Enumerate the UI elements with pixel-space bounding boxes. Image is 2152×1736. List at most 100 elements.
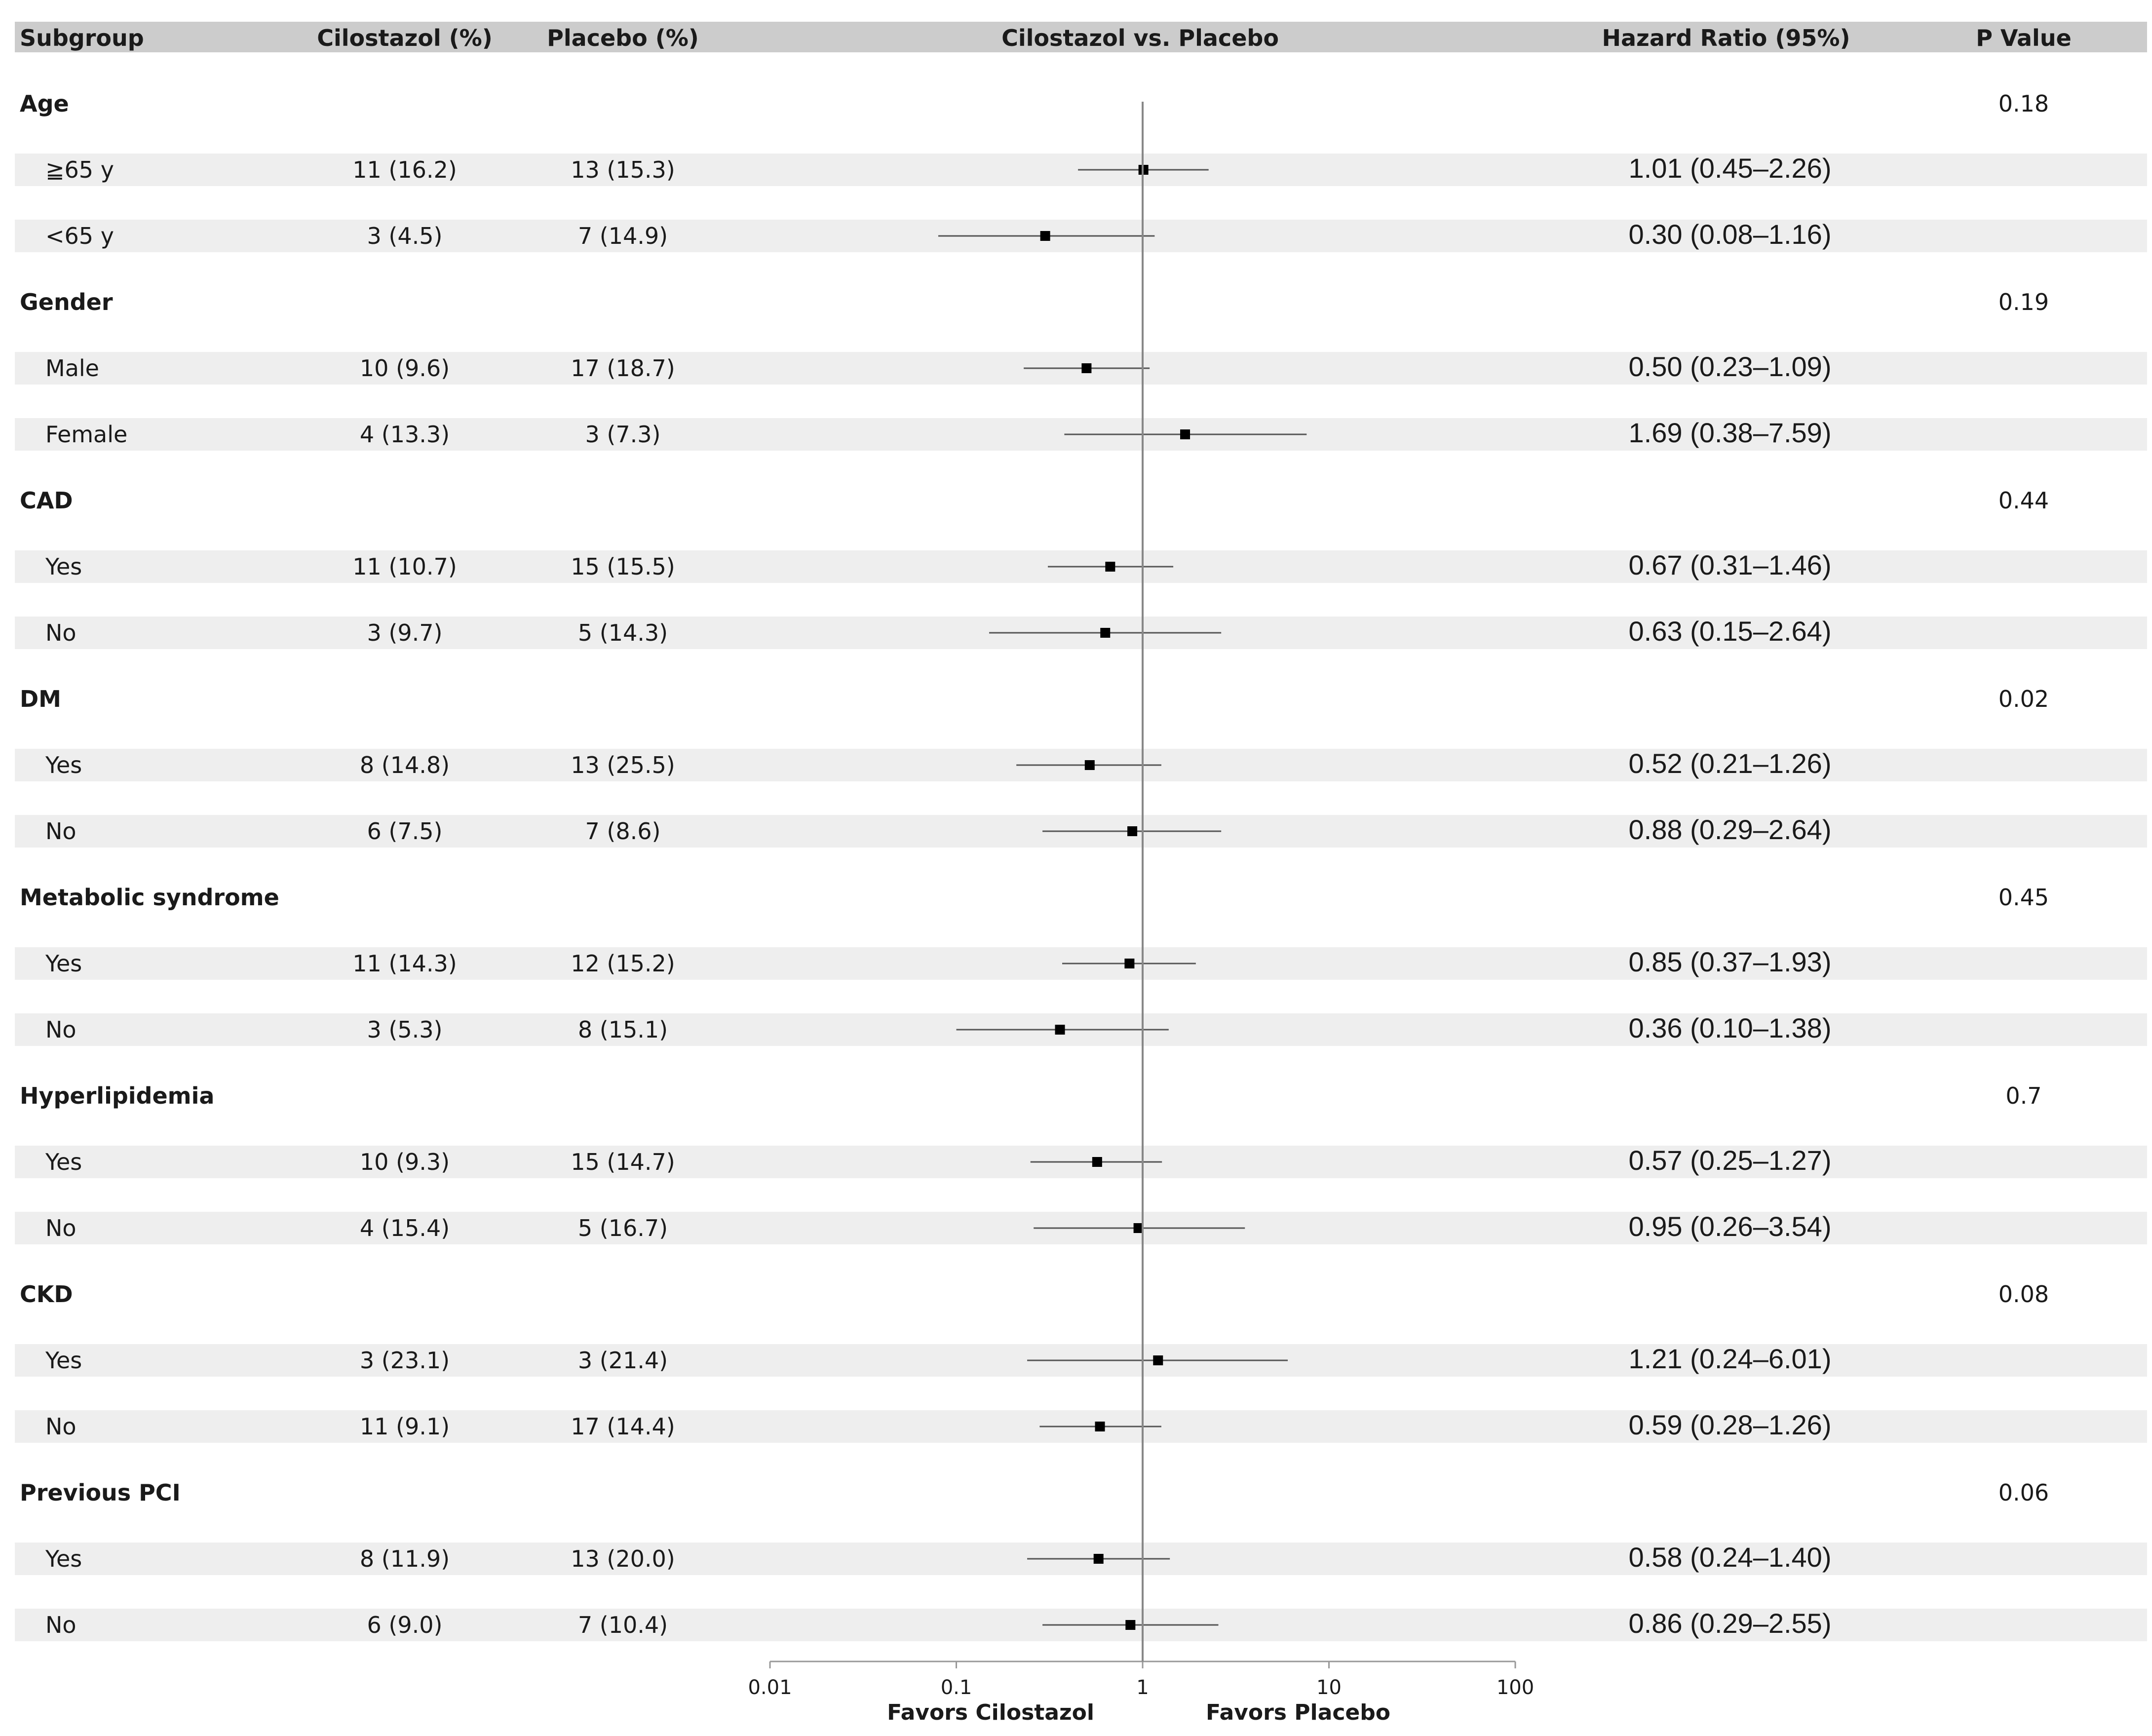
hr-marker [1055, 1025, 1065, 1035]
cilostazol-value: 3 (5.3) [367, 1016, 443, 1043]
row-label: No [45, 1413, 77, 1440]
hr-marker [1133, 1223, 1144, 1233]
placebo-value: 13 (15.3) [571, 156, 675, 183]
cilostazol-value: 4 (13.3) [360, 421, 450, 448]
row-label: No [45, 1215, 77, 1241]
hr-marker [1092, 1157, 1102, 1167]
hazard-ratio-value: 0.50 (0.23–1.09) [1629, 351, 1832, 382]
row-label: Male [45, 355, 99, 382]
placebo-value: 15 (15.5) [571, 553, 675, 580]
cilostazol-value: 3 (4.5) [367, 223, 443, 249]
hazard-ratio-value: 0.86 (0.29–2.55) [1629, 1608, 1832, 1639]
placebo-value: 7 (14.9) [578, 223, 668, 249]
p-value: 0.08 [1998, 1281, 2049, 1308]
placebo-value: 17 (18.7) [571, 355, 675, 382]
hazard-ratio-value: 0.36 (0.10–1.38) [1629, 1012, 1832, 1043]
group-label: DM [20, 686, 61, 712]
placebo-value: 7 (8.6) [585, 818, 661, 845]
cilostazol-value: 11 (9.1) [360, 1413, 450, 1440]
hr-marker [1124, 959, 1135, 968]
hazard-ratio-value: 0.57 (0.25–1.27) [1629, 1145, 1832, 1176]
cilostazol-value: 6 (7.5) [367, 818, 443, 845]
cilostazol-value: 4 (15.4) [360, 1215, 450, 1241]
header-hazard-ratio: Hazard Ratio (95%) [1602, 25, 1850, 51]
cilostazol-value: 6 (9.0) [367, 1612, 443, 1638]
cilostazol-value: 11 (10.7) [352, 553, 457, 580]
placebo-value: 13 (20.0) [571, 1545, 675, 1572]
x-tick-label: 100 [1497, 1676, 1534, 1699]
row-label: No [45, 1612, 77, 1638]
hr-marker [1125, 1620, 1136, 1630]
x-tick-label: 10 [1316, 1676, 1342, 1699]
p-value: 0.02 [1998, 686, 2049, 712]
hazard-ratio-value: 0.63 (0.15–2.64) [1629, 616, 1832, 647]
header-band [15, 22, 2147, 52]
cilostazol-value: 11 (14.3) [352, 950, 457, 977]
group-label: CAD [20, 487, 73, 514]
header-placebo: Placebo (%) [547, 25, 699, 51]
row-label: No [45, 818, 77, 845]
row-label: Yes [45, 950, 82, 977]
x-tick-label: 0.1 [941, 1676, 972, 1699]
hr-marker [1084, 760, 1095, 770]
hr-marker [1100, 628, 1111, 638]
hazard-ratio-value: 0.30 (0.08–1.16) [1629, 219, 1832, 250]
x-tick-label: 1 [1136, 1676, 1149, 1699]
group-label: Metabolic syndrome [20, 884, 279, 911]
row-label: ≧65 y [45, 156, 114, 183]
p-value: 0.18 [1998, 90, 2049, 117]
p-value: 0.19 [1998, 289, 2049, 315]
hr-marker [1180, 429, 1191, 439]
hr-marker [1153, 1355, 1163, 1365]
row-label: <65 y [45, 223, 114, 249]
hazard-ratio-value: 1.01 (0.45–2.26) [1629, 153, 1832, 184]
row-label: No [45, 1016, 77, 1043]
group-label: CKD [20, 1281, 73, 1308]
hazard-ratio-value: 0.67 (0.31–1.46) [1629, 549, 1832, 580]
group-label: Hyperlipidemia [20, 1082, 214, 1109]
hazard-ratio-value: 0.59 (0.28–1.26) [1629, 1409, 1832, 1440]
cilostazol-value: 10 (9.3) [360, 1149, 450, 1175]
group-label: Age [20, 90, 69, 117]
header-p-value: P Value [1976, 25, 2072, 51]
placebo-value: 5 (14.3) [578, 619, 668, 646]
placebo-value: 3 (21.4) [578, 1347, 668, 1374]
row-label: Yes [45, 553, 82, 580]
cilostazol-value: 10 (9.6) [360, 355, 450, 382]
hazard-ratio-value: 1.21 (0.24–6.01) [1629, 1343, 1832, 1374]
favors-cilostazol-label: Favors Cilostazol [887, 1700, 1094, 1725]
x-tick-label: 0.01 [748, 1676, 792, 1699]
favors-placebo-label: Favors Placebo [1206, 1700, 1390, 1725]
hazard-ratio-value: 0.58 (0.24–1.40) [1629, 1542, 1832, 1573]
group-label: Gender [20, 289, 113, 315]
hazard-ratio-value: 0.85 (0.37–1.93) [1629, 946, 1832, 977]
cilostazol-value: 11 (16.2) [352, 156, 457, 183]
hazard-ratio-value: 1.69 (0.38–7.59) [1629, 417, 1832, 448]
hazard-ratio-value: 0.52 (0.21–1.26) [1629, 748, 1832, 779]
p-value: 0.7 [2005, 1082, 2041, 1109]
row-label: Yes [45, 1545, 82, 1572]
hr-marker [1040, 231, 1050, 241]
group-label: Previous PCI [20, 1479, 181, 1506]
hr-marker [1095, 1422, 1105, 1431]
row-label: Yes [45, 1149, 82, 1175]
header-comparison: Cilostazol vs. Placebo [1001, 25, 1279, 51]
hazard-ratio-value: 0.88 (0.29–2.64) [1629, 814, 1832, 845]
hr-marker [1127, 826, 1138, 836]
placebo-value: 15 (14.7) [571, 1149, 675, 1175]
row-label: Yes [45, 752, 82, 778]
placebo-value: 17 (14.4) [571, 1413, 675, 1440]
row-label: No [45, 619, 77, 646]
row-label: Female [45, 421, 127, 448]
cilostazol-value: 8 (11.9) [360, 1545, 450, 1572]
placebo-value: 8 (15.1) [578, 1016, 668, 1043]
placebo-value: 12 (15.2) [571, 950, 675, 977]
cilostazol-value: 3 (9.7) [367, 619, 443, 646]
hr-marker [1081, 363, 1092, 373]
hr-marker [1105, 562, 1115, 572]
placebo-value: 5 (16.7) [578, 1215, 668, 1241]
p-value: 0.06 [1998, 1479, 2049, 1506]
cilostazol-value: 8 (14.8) [360, 752, 450, 778]
p-value: 0.45 [1998, 884, 2049, 911]
